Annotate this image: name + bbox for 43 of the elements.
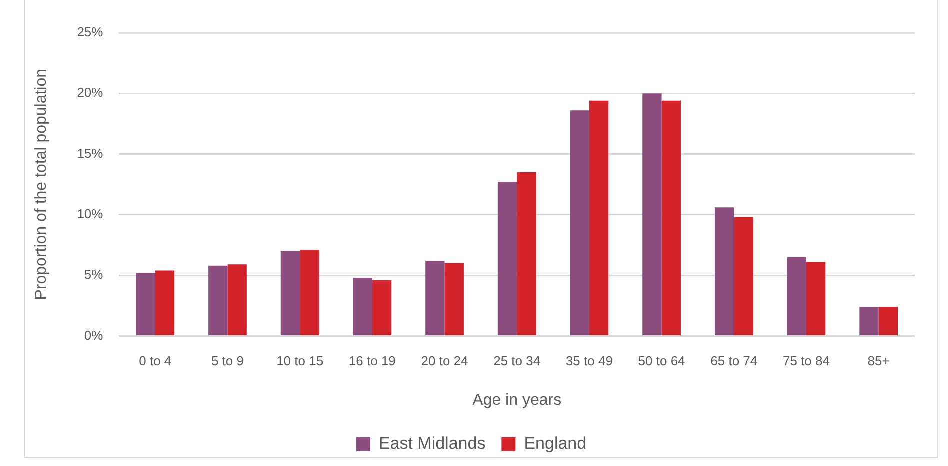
bar (300, 250, 320, 336)
x-tick-label: 0 to 4 (139, 354, 172, 369)
bar (228, 264, 247, 336)
y-tick-label: 10% (77, 206, 104, 222)
y-tick-label: 25% (77, 24, 104, 40)
y-axis-title: Proportion of the total population (33, 68, 50, 300)
x-tick-label: 65 to 74 (710, 354, 758, 369)
bar (662, 100, 681, 336)
bar (734, 217, 754, 336)
x-tick-label: 50 to 64 (638, 354, 686, 369)
bar (589, 100, 609, 336)
bar (878, 307, 898, 336)
bar (426, 261, 445, 336)
bar (498, 182, 518, 336)
bar (517, 172, 536, 336)
bar (353, 278, 372, 336)
x-tick-label: 5 to 9 (211, 354, 244, 369)
legend-label: East Midlands (378, 434, 486, 454)
x-tick-label: 16 to 19 (348, 354, 396, 369)
bar (642, 94, 662, 336)
x-axis-title: Age in years (472, 392, 562, 409)
x-tick-label: 20 to 24 (421, 354, 468, 369)
y-tick-label: 20% (77, 85, 104, 100)
bar (860, 307, 879, 336)
x-tick-label: 85+ (868, 354, 890, 369)
bar (444, 263, 464, 336)
bar (806, 262, 826, 336)
y-tick-label: 5% (84, 267, 104, 282)
x-tick-label: 25 to 34 (494, 354, 541, 369)
bar (372, 280, 392, 336)
x-tick-label: 75 to 84 (782, 354, 830, 369)
bar (570, 110, 590, 336)
bar (208, 266, 228, 336)
y-tick-label: 15% (77, 146, 104, 161)
bar (714, 208, 734, 336)
x-tick-label: 35 to 49 (566, 354, 613, 369)
bar (280, 251, 300, 336)
legend-label: England (524, 434, 587, 454)
bar (787, 257, 806, 336)
y-tick-label: 0% (84, 328, 104, 343)
bar (136, 273, 156, 336)
x-tick-label: 10 to 15 (276, 354, 324, 369)
bar (155, 270, 175, 336)
